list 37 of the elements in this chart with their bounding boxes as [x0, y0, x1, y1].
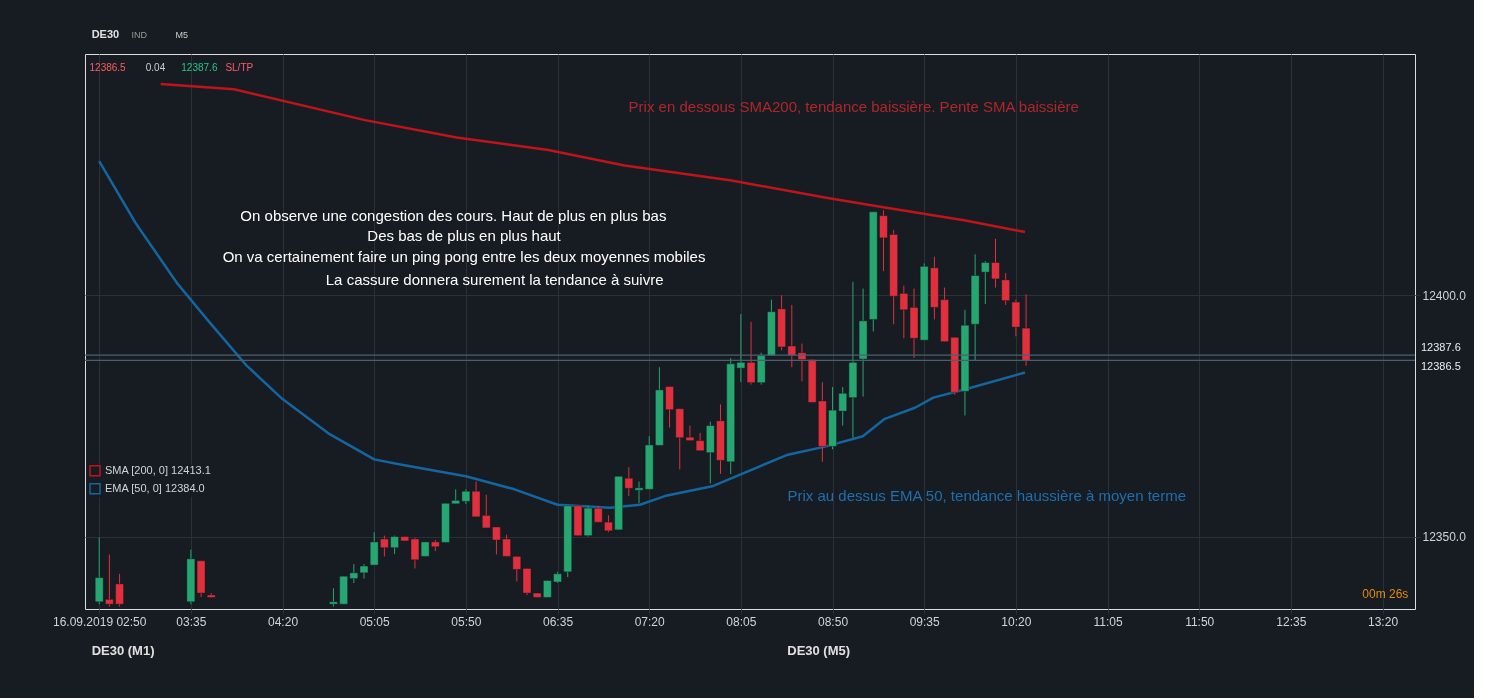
text: M5 [175, 29, 188, 40]
annotation: On observe une congestion des cours. Haut de plus en plus bas [240, 206, 667, 224]
annotation: Prix au dessus EMA 50, tendance haussière à moyen terme [787, 486, 1187, 504]
x-tick-label: 07:20 [634, 614, 666, 629]
annotation: Des bas de plus en plus haut [367, 227, 562, 245]
x-tick-label: 03:35 [176, 614, 207, 629]
text: DE30 [91, 27, 120, 40]
x-tick-label: 09:35 [909, 614, 941, 629]
text: IND [131, 29, 148, 40]
x-tick-label: 12:35 [1276, 614, 1307, 629]
annotation: La cassure donnera surement la tendance à suivre [325, 271, 664, 289]
text: DE30 (M1) [91, 642, 155, 658]
annotation: SL/TP [225, 61, 254, 73]
x-tick-label: 13:20 [1368, 614, 1399, 629]
x-tick-label: 11:50 [1185, 614, 1215, 629]
annotation: 0.04 [145, 61, 166, 73]
x-tick-label: 16.09.2019 02:50 [52, 614, 147, 629]
annotation: 12387.6 [181, 61, 218, 73]
x-tick-label: 04:20 [268, 614, 299, 629]
y-tick-label: 12400.0 [1422, 288, 1467, 303]
legend-label: SMA [200, 0] 12413.1 [105, 463, 211, 476]
x-tick-label: 11:05 [1093, 614, 1123, 629]
x-tick-label: 10:20 [1001, 614, 1032, 629]
x-tick-label: 05:50 [451, 614, 482, 629]
x-tick-label: 05:05 [359, 614, 391, 629]
x-tick-label: 08:05 [726, 614, 757, 629]
ref-line-label: 12387.6 [1421, 341, 1461, 354]
annotation: 00m 26s [1362, 587, 1409, 602]
y-tick-label: 12350.0 [1422, 530, 1467, 545]
annotation: Prix en dessous SMA200, tendance baissière. Pente SMA baissière [628, 97, 1079, 115]
ref-line-label: 12386.5 [1421, 360, 1461, 373]
x-tick-label: 06:35 [543, 614, 574, 629]
x-tick-label: 08:50 [818, 614, 849, 629]
text: DE30 (M5) [787, 642, 851, 658]
annotation: 12386.5 [89, 61, 127, 73]
annotation: On va certainement faire un ping pong entre les deux moyennes mobiles [222, 248, 706, 266]
legend-label: EMA [50, 0] 12384.0 [105, 481, 205, 494]
